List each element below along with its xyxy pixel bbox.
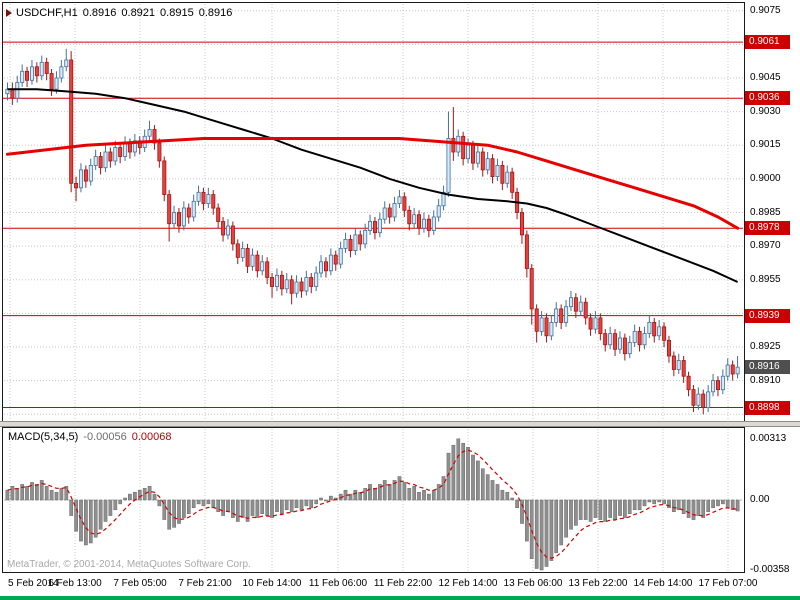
price-tick-label: 0.9000	[750, 173, 781, 184]
macd-signal-value: 0.00068	[131, 431, 172, 443]
time-axis-label: 5 Feb 2014	[8, 578, 59, 589]
price-tick-label: 0.8970	[750, 240, 781, 251]
quote-high: 0.8921	[121, 7, 156, 19]
time-axis-label: 6 Feb 13:00	[48, 578, 102, 589]
time-axis-label: 11 Feb 22:00	[373, 578, 433, 589]
price-level-tag[interactable]: 0.8898	[745, 401, 790, 415]
bottom-accent-line	[0, 596, 800, 600]
price-tick-label: 0.8955	[750, 274, 781, 285]
grid-lines	[4, 4, 743, 571]
chart-title: USDCHF,H1 0.8916 0.8921 0.8915 0.8916	[16, 7, 237, 19]
quote-low: 0.8915	[160, 7, 194, 19]
time-axis-label: 7 Feb 21:00	[178, 578, 232, 589]
price-level-tag[interactable]: 0.9061	[745, 35, 790, 49]
quote-close: 0.8916	[198, 7, 233, 19]
time-axis-label: 17 Feb 07:00	[698, 578, 758, 589]
price-tick-label: 0.9075	[750, 5, 781, 16]
time-axis-label: 12 Feb 14:00	[438, 578, 498, 589]
metatrader-watermark: MetaTrader, © 2001-2014, MetaQuotes Soft…	[7, 559, 251, 570]
quote-open: 0.8916	[82, 7, 117, 19]
current-price-tag: 0.8916	[745, 360, 790, 374]
macd-signal-line	[7, 449, 738, 559]
macd-axis-label: 0.00313	[750, 433, 787, 444]
price-tick-label: 0.8925	[750, 341, 781, 352]
moving-averages	[6, 88, 740, 283]
time-axis[interactable]: 5 Feb 2014 6 Feb 13:00 7 Feb 05:00 7 Feb 21…	[0, 574, 800, 596]
price-tick-label: 0.8985	[750, 207, 781, 218]
time-axis-label: 14 Feb 14:00	[633, 578, 693, 589]
time-axis-label: 13 Feb 06:00	[503, 578, 563, 589]
macd-name-label: MACD(5,34,5)	[8, 431, 79, 443]
macd-value: -0.00056	[83, 431, 127, 443]
macd-axis-label: -0.00358	[750, 564, 790, 575]
macd-histogram	[5, 438, 740, 571]
symbol-period-label: USDCHF,H1	[16, 7, 78, 19]
macd-axis-label: 0.00	[750, 494, 770, 505]
price-level-tag[interactable]: 0.8939	[745, 309, 790, 323]
time-axis-label: 7 Feb 05:00	[113, 578, 167, 589]
price-level-tag[interactable]: 0.9036	[745, 91, 790, 105]
price-tick-label: 0.9045	[750, 72, 781, 83]
panel-splitter[interactable]	[0, 421, 800, 427]
price-tick-label: 0.9015	[750, 139, 781, 150]
price-tick-label: 0.8910	[750, 375, 781, 386]
price-tick-label: 0.9030	[750, 106, 781, 117]
time-axis-label: 10 Feb 14:00	[242, 578, 302, 589]
price-level-tag[interactable]: 0.8978	[745, 221, 790, 235]
candles	[5, 48, 740, 415]
time-axis-label: 11 Feb 06:00	[308, 578, 368, 589]
price-axis[interactable]: 0.9075 0.9045 0.9030 0.9015 0.9000 0.8985 0.89…	[745, 0, 800, 600]
macd-header: MACD(5,34,5) -0.00056 0.00068	[8, 431, 177, 443]
time-axis-label: 13 Feb 22:00	[568, 578, 628, 589]
symbol-marker-icon	[6, 9, 12, 17]
